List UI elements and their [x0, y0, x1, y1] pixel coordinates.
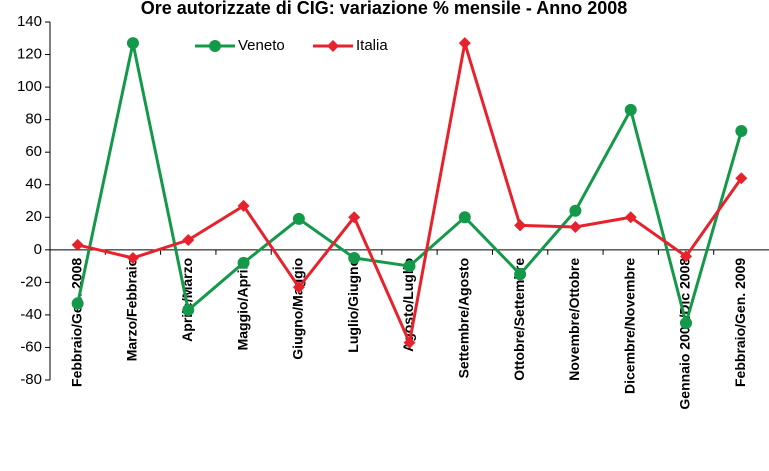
point — [458, 37, 471, 50]
point — [292, 281, 305, 294]
point — [237, 256, 250, 269]
point — [71, 238, 84, 251]
x-tick-label: Luglio/Giugno — [345, 258, 361, 353]
x-tick-label: Ottobre/Settembre — [511, 258, 527, 381]
x-tick-label: Marzo/Febbraio — [124, 258, 140, 361]
chart-title: Ore autorizzate di CIG: variazione % men… — [141, 0, 627, 18]
point — [735, 125, 748, 138]
legend-marker — [327, 40, 339, 52]
point — [680, 250, 693, 263]
point — [403, 336, 416, 349]
y-tick-label: -20 — [20, 273, 42, 290]
y-tick-label: 60 — [25, 143, 42, 160]
y-tick-label: 0 — [34, 241, 42, 258]
y-tick-label: 100 — [17, 78, 42, 95]
x-tick-label: Maggio/Aprile — [234, 258, 250, 351]
x-tick-label: Gennaio 2009/Dic 2008 — [677, 258, 693, 410]
point — [237, 199, 250, 212]
point — [624, 103, 637, 116]
x-tick-label: Giugno/Maggio — [290, 258, 306, 360]
y-tick-label: 40 — [25, 176, 42, 193]
y-tick-label: -60 — [20, 338, 42, 355]
point — [292, 212, 305, 225]
y-tick-label: 120 — [17, 46, 42, 63]
point — [458, 211, 471, 224]
point — [71, 297, 84, 310]
point — [126, 251, 139, 264]
point — [735, 172, 748, 185]
legend-label: Italia — [356, 37, 388, 54]
point — [514, 219, 527, 232]
point — [348, 211, 361, 224]
point — [182, 234, 195, 247]
point — [569, 221, 582, 234]
y-tick-label: 80 — [25, 111, 42, 128]
x-tick-label: Dicembre/Novembre — [621, 258, 637, 394]
x-tick-label: Novembre/Ottobre — [566, 258, 582, 381]
legend-marker — [209, 40, 221, 52]
y-tick-label: -80 — [20, 371, 42, 388]
x-tick-label: Febbraio/Gen. 2009 — [732, 258, 748, 387]
x-tick-label: Settembre/Agosto — [456, 258, 472, 379]
point — [126, 37, 139, 50]
y-tick-label: 140 — [17, 13, 42, 30]
point — [569, 204, 582, 217]
point — [403, 260, 416, 273]
point — [624, 211, 637, 224]
y-tick-label: 20 — [25, 208, 42, 225]
point — [514, 268, 527, 281]
point — [182, 304, 195, 317]
legend-label: Veneto — [238, 37, 285, 54]
y-tick-label: -40 — [20, 306, 42, 323]
point — [680, 317, 693, 330]
point — [348, 251, 361, 264]
